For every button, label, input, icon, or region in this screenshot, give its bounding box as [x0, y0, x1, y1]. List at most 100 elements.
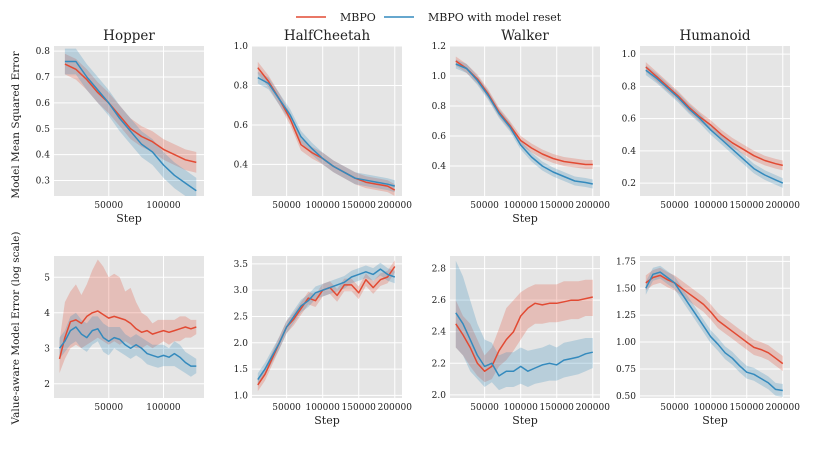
x-tick-label: 100000 — [503, 201, 538, 211]
x-tick-label: 50000 — [94, 403, 123, 413]
y-tick-label: 1.0 — [234, 391, 249, 401]
y-tick-label: 0.8 — [234, 81, 249, 91]
x-axis-label: Step — [702, 414, 728, 427]
confidence-band-mbpo — [455, 279, 593, 383]
x-tick-label: 150000 — [342, 201, 377, 211]
subplot-1: 50000 100000 0.3 0.4 0.5 0.6 0.7 0.8 Hopper Step — [36, 28, 204, 225]
series-line-mbpo — [64, 63, 197, 164]
x-tick-label: 100000 — [146, 201, 181, 211]
series-line-reset — [257, 76, 395, 187]
x-tick-label: 200000 — [766, 201, 801, 211]
confidence-band-reset — [257, 71, 395, 193]
y-tick-label: 0.7 — [36, 73, 51, 83]
y-tick-label: 1.25 — [616, 311, 636, 321]
y-tick-label: 0.8 — [622, 82, 637, 92]
series-group — [64, 48, 197, 196]
y-tick-label: 1.50 — [616, 284, 636, 294]
series-line-mbpo — [455, 60, 593, 166]
x-tick-label: 200000 — [378, 403, 413, 413]
y-tick-label: 0.8 — [36, 47, 51, 57]
plot-background — [252, 46, 402, 196]
y-tick-label: 1.5 — [234, 365, 249, 375]
subplot-8: 50000 100000 150000 200000 0.50 0.75 1.00 1.25 1… — [616, 256, 800, 427]
y-tick-label: 0.6 — [622, 115, 637, 125]
x-tick-label: 50000 — [660, 403, 689, 413]
x-tick-label: 100000 — [305, 403, 340, 413]
y-tick-label: 0.4 — [432, 162, 447, 172]
x-tick-label: 100000 — [503, 403, 538, 413]
y-tick-label: 2.8 — [432, 265, 447, 275]
series-line-reset — [58, 326, 197, 367]
y-tick-label: 1.2 — [432, 42, 446, 52]
y-tick-label: 3.0 — [234, 286, 249, 296]
x-tick-label: 50000 — [94, 201, 123, 211]
confidence-band-reset — [257, 262, 395, 386]
y-tick-label: 1.0 — [234, 42, 249, 52]
subplot-5: 50000 100000 2 3 4 5 — [44, 256, 204, 413]
y-tick-label: 4 — [44, 309, 50, 319]
series-group — [455, 260, 593, 391]
y-tick-label: 2.0 — [234, 339, 249, 349]
series-group — [455, 56, 593, 189]
y-tick-label: 5 — [44, 273, 50, 283]
series-line-reset — [455, 312, 593, 377]
x-tick-label: 50000 — [272, 403, 301, 413]
series-line-mbpo — [455, 296, 593, 372]
y-tick-label: 0.2 — [622, 179, 636, 189]
x-tick-label: 200000 — [378, 201, 413, 211]
subplot-2: 50000 100000 150000 200000 0.4 0.6 0.8 1.0 HalfC… — [234, 28, 413, 211]
legend-label-reset: MBPO with model reset — [428, 11, 562, 24]
x-tick-label: 200000 — [766, 403, 801, 413]
series-group — [645, 265, 784, 397]
plot-background — [640, 46, 790, 196]
x-tick-label: 50000 — [272, 201, 301, 211]
y-tick-label: 1.00 — [616, 338, 636, 348]
plot-background — [252, 256, 402, 398]
series-group — [257, 61, 396, 196]
y-tick-label: 0.4 — [622, 147, 637, 157]
legend-label-mbpo: MBPO — [340, 11, 376, 24]
plot-background — [54, 256, 204, 398]
x-tick-label: 100000 — [693, 201, 728, 211]
y-tick-label: 1.0 — [622, 50, 637, 60]
subplot-7: 50000 100000 150000 200000 2.0 2.2 2.4 2.6 2.8 St… — [432, 256, 611, 427]
y-tick-label: 0.6 — [432, 132, 447, 142]
y-tick-label: 2.4 — [432, 328, 447, 338]
series-group — [645, 62, 784, 188]
series-line-reset — [257, 268, 396, 381]
series-line-mbpo — [645, 66, 783, 167]
subplot-title: HalfCheetah — [284, 28, 371, 44]
series-group — [58, 259, 197, 377]
y-tick-label: 3 — [44, 344, 50, 354]
x-tick-label: 50000 — [660, 201, 689, 211]
y-tick-label: 1.0 — [432, 72, 447, 82]
confidence-band-mbpo — [645, 62, 783, 171]
x-tick-label: 150000 — [730, 201, 765, 211]
x-tick-label: 100000 — [693, 403, 728, 413]
x-tick-label: 150000 — [540, 201, 575, 211]
legend: MBPO MBPO with model reset — [296, 11, 562, 24]
x-axis-label: Step — [512, 414, 538, 427]
series-line-reset — [645, 271, 783, 392]
x-tick-label: 150000 — [730, 403, 765, 413]
x-tick-label: 100000 — [146, 403, 181, 413]
x-axis-label: Step — [116, 212, 142, 225]
series-line-reset — [64, 60, 197, 192]
y-tick-label: 2 — [44, 380, 50, 390]
x-axis-label: Step — [314, 414, 340, 427]
subplot-title: Walker — [501, 28, 549, 44]
confidence-band-mbpo — [257, 260, 395, 392]
row-label-top: Model Mean Squared Error — [10, 50, 22, 198]
y-tick-label: 3.5 — [234, 260, 249, 270]
x-tick-label: 150000 — [342, 403, 377, 413]
subplot-title: Hopper — [103, 28, 155, 44]
x-tick-label: 200000 — [576, 403, 611, 413]
subplot-6: 50000 100000 150000 200000 1.0 1.5 2.0 2.5 3.0 3.… — [234, 256, 413, 427]
y-tick-label: 0.4 — [36, 151, 51, 161]
y-tick-label: 0.50 — [616, 392, 636, 402]
x-tick-label: 50000 — [470, 403, 499, 413]
plot-background — [640, 256, 790, 398]
x-axis-label: Step — [512, 212, 538, 225]
x-tick-label: 50000 — [470, 201, 499, 211]
plot-background — [450, 46, 600, 196]
